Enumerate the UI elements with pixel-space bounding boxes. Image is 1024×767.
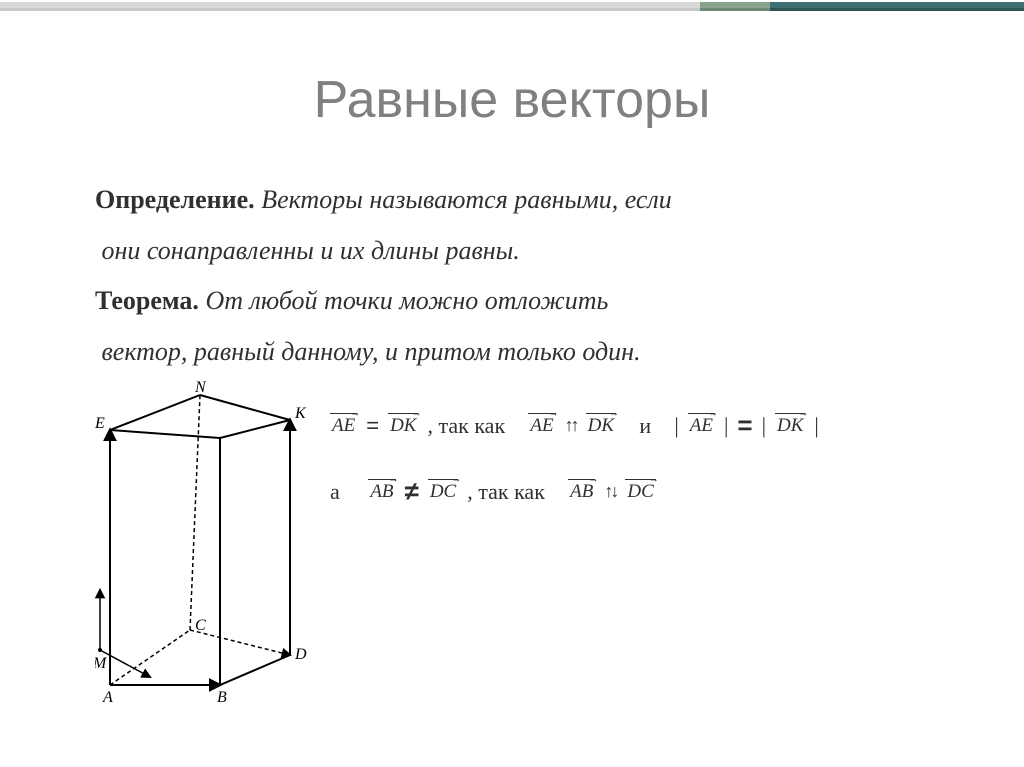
prism-diagram: A B D C E N K M: [95, 380, 315, 715]
and-text: и: [639, 413, 651, 439]
because-text: , так как: [427, 413, 505, 439]
vec-ab-2: →AB: [568, 481, 595, 503]
equation-row-1: →AE = →DK , так как →AE ↑↑ →DK и | →AE |…: [330, 410, 980, 441]
vec-dk-2: →DK: [586, 415, 616, 437]
top-accent-bar: [0, 0, 1024, 20]
codirectional-icon: ↑↑: [565, 415, 577, 436]
body-text: Определение. Векторы называются равными,…: [95, 175, 955, 378]
slide: Равные векторы Определение. Векторы назы…: [0, 0, 1024, 767]
abs-bar: |: [762, 413, 766, 439]
vec-ae-2: →AE: [528, 415, 555, 437]
vec-abs-dk: →DK: [775, 415, 805, 437]
svg-text:D: D: [294, 646, 307, 663]
definition-text-1: Векторы называются равными, если: [261, 185, 672, 214]
vec-dk: →DK: [388, 415, 418, 437]
a-text: а: [330, 479, 340, 505]
vec-dc: →DC: [428, 481, 458, 503]
abs-bar: |: [814, 413, 818, 439]
abs-bar: |: [724, 413, 728, 439]
svg-text:C: C: [195, 617, 206, 634]
theorem-label: Теорема.: [95, 286, 199, 315]
vec-abs-ae: →AE: [688, 415, 715, 437]
equation-row-2: а →AB ≠ →DC , так как →AB ↑↓ →DC: [330, 476, 980, 507]
equals-sign-bold: =: [737, 410, 752, 441]
svg-text:E: E: [95, 415, 105, 432]
theorem-text-2: вектор, равный данному, и притом только …: [102, 337, 641, 366]
svg-text:M: M: [95, 655, 108, 672]
vec-ae: →AE: [330, 415, 357, 437]
not-equals-sign: ≠: [405, 476, 419, 507]
svg-text:N: N: [194, 380, 207, 396]
vec-dc-2: →DC: [625, 481, 655, 503]
equals-sign: =: [366, 413, 379, 439]
opposite-direction-icon: ↑↓: [604, 481, 616, 502]
svg-text:B: B: [217, 689, 227, 706]
because-text-2: , так как: [467, 479, 545, 505]
formulas: →AE = →DK , так как →AE ↑↑ →DK и | →AE |…: [330, 410, 980, 542]
abs-bar: |: [674, 413, 678, 439]
theorem-text-1: От любой точки можно отложить: [205, 286, 608, 315]
definition-text-2: они сонаправленны и их длины равны.: [102, 236, 520, 265]
definition-label: Определение.: [95, 185, 255, 214]
svg-text:A: A: [102, 689, 113, 706]
svg-text:K: K: [294, 405, 307, 422]
vec-ab: →AB: [368, 481, 395, 503]
slide-title: Равные векторы: [0, 70, 1024, 130]
